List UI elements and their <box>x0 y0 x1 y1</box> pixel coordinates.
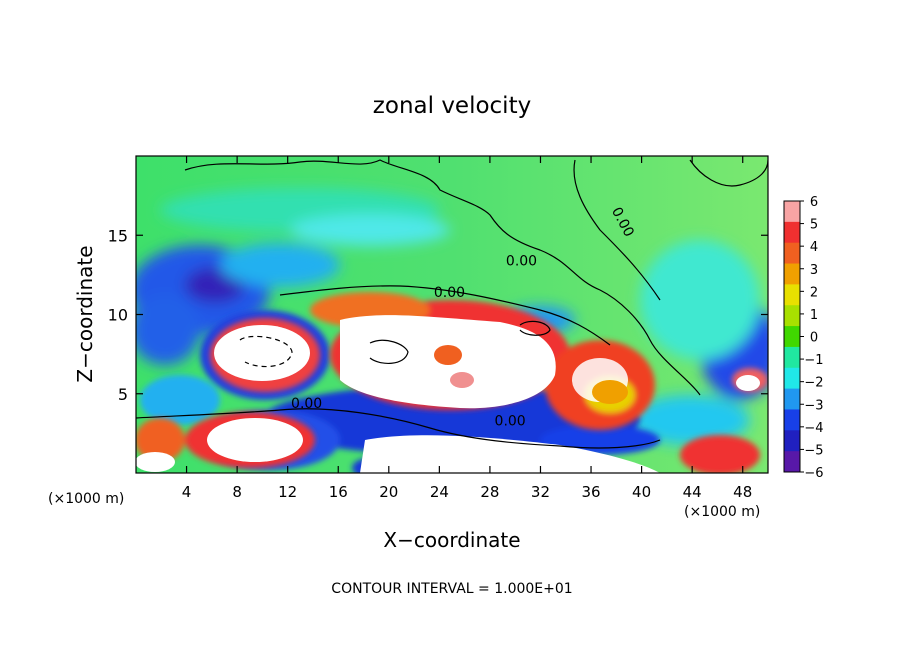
colorbar-tick-label: −2 <box>804 376 823 391</box>
colorbar-tick-label: 2 <box>810 285 818 300</box>
colorbar-swatch <box>784 242 800 265</box>
x-tick-label: 36 <box>581 483 600 501</box>
y-axis-label: Z−coordinate <box>73 245 97 382</box>
colorbar-tick-label: 6 <box>810 195 818 210</box>
colorbar-swatch <box>784 263 800 285</box>
colorbar-tick-label: −5 <box>804 443 823 458</box>
x-tick-label: 8 <box>232 483 242 501</box>
x-tick-label: 48 <box>733 483 752 501</box>
colorbar-tick-label: −3 <box>804 398 823 413</box>
x-tick-label: 40 <box>632 483 651 501</box>
colorbar-swatch <box>784 388 800 410</box>
y-axis-ticks: 5 10 15 <box>108 226 768 404</box>
chart-title: zonal velocity <box>373 93 531 119</box>
colorbar-swatch <box>784 409 800 431</box>
x-tick-label: 24 <box>430 483 449 501</box>
colorbar-tick-label: 0 <box>810 331 818 346</box>
heatmap-field <box>136 156 768 473</box>
x-tick-label: 32 <box>531 483 550 501</box>
colorbar-tick-label: 5 <box>810 218 818 233</box>
colorbar-swatch <box>784 201 800 223</box>
colorbar: 6 5 4 3 2 1 0 −1 −2 −3 −4 −5 −6 <box>783 195 824 481</box>
x-unit-label-right: (×1000 m) <box>684 504 760 520</box>
x-tick-label: 44 <box>683 483 702 501</box>
colorbar-tick-label: 4 <box>810 240 818 255</box>
colorbar-swatch <box>784 451 800 473</box>
y-tick-label: 10 <box>108 306 128 325</box>
colorbar-swatch <box>784 305 800 327</box>
x-tick-label: 12 <box>278 483 297 501</box>
contour-label: 0.00 <box>506 253 537 269</box>
colorbar-tick-label: −4 <box>804 421 823 436</box>
x-unit-label-left: (×1000 m) <box>48 491 124 507</box>
x-axis-label: X−coordinate <box>383 528 520 552</box>
x-tick-label: 16 <box>329 483 348 501</box>
x-tick-label: 28 <box>480 483 499 501</box>
x-tick-label: 20 <box>379 483 398 501</box>
contour-label: 0.00 <box>291 396 322 412</box>
x-axis-ticks: 4 8 12 16 20 24 28 32 36 40 44 48 <box>182 156 752 501</box>
colorbar-tick-label: −6 <box>804 466 823 481</box>
contour-interval-note: CONTOUR INTERVAL = 1.000E+01 <box>331 581 572 597</box>
y-tick-label: 15 <box>108 226 128 245</box>
colorbar-tick-label: 3 <box>810 263 818 278</box>
y-tick-label: 5 <box>118 385 128 404</box>
colorbar-swatch <box>784 346 800 369</box>
contour-label: 0.00 <box>434 285 465 301</box>
colorbar-swatch <box>784 221 800 244</box>
colorbar-swatch <box>784 430 800 452</box>
colorbar-tick-label: −1 <box>804 353 823 368</box>
colorbar-swatch <box>784 367 800 390</box>
contour-label: 0.00 <box>495 413 526 429</box>
colorbar-tick-label: 1 <box>810 308 818 323</box>
colorbar-swatch <box>784 326 800 348</box>
colorbar-swatch <box>784 284 800 306</box>
x-tick-label: 4 <box>182 483 192 501</box>
